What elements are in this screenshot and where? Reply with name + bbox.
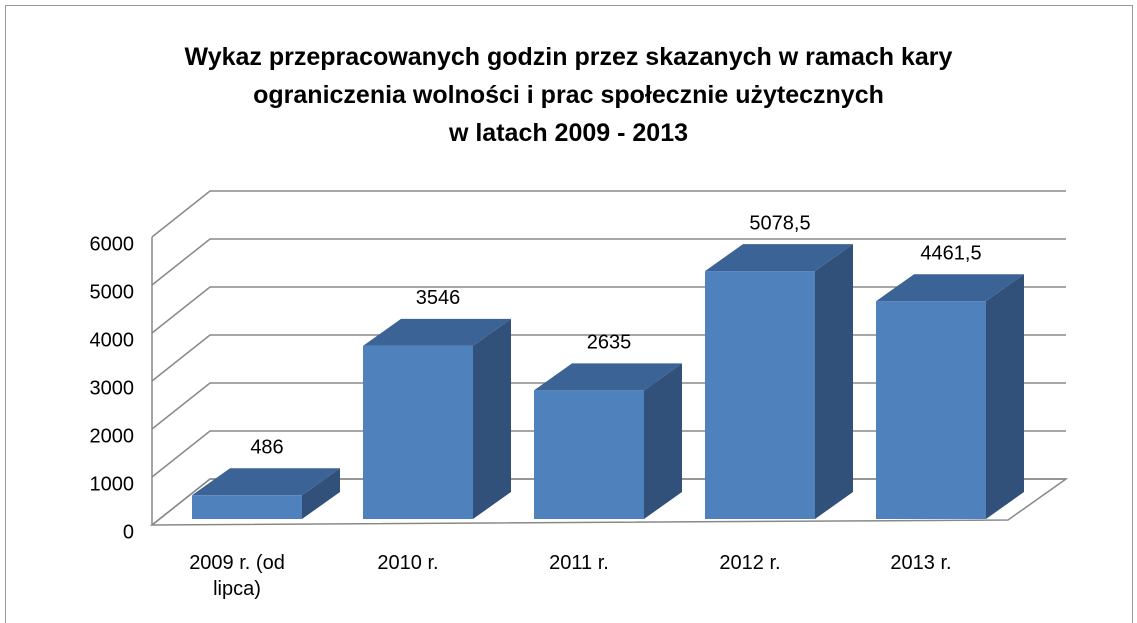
grid-line <box>151 190 1066 238</box>
bar-top <box>534 363 682 391</box>
bar-side <box>644 363 682 519</box>
bar <box>192 495 302 519</box>
grid-line <box>151 238 1066 286</box>
y-tick-label: 3000 <box>90 377 135 399</box>
bar-top <box>705 244 853 272</box>
x-tick-label: 2009 r. (od lipca) <box>189 552 285 600</box>
chart-border <box>5 5 1133 623</box>
value-label: 486 <box>250 437 283 459</box>
y-tick-label: 1000 <box>90 473 135 495</box>
x-tick-label: 2010 r. <box>377 552 439 574</box>
bar <box>876 301 986 519</box>
bar-side <box>302 468 340 519</box>
y-tick-label: 2000 <box>90 425 135 447</box>
y-tick-label: 6000 <box>90 233 135 255</box>
bar-side <box>473 318 511 519</box>
value-label: 4461,5 <box>920 242 981 264</box>
value-label: 5078,5 <box>749 212 810 234</box>
bar <box>363 345 473 519</box>
bar-top <box>192 468 340 496</box>
bar <box>705 271 815 519</box>
value-label: 2635 <box>587 332 632 354</box>
bar-top <box>363 318 511 346</box>
bar-top <box>876 274 1024 302</box>
x-tick-label: 2011 r. <box>549 552 609 574</box>
value-label: 3546 <box>416 287 461 309</box>
x-tick-label: 2012 r. <box>719 552 781 574</box>
y-tick-label: 4000 <box>90 329 135 351</box>
bar-side <box>986 274 1024 519</box>
chart-title: Wykaz przepracowanych godzin przez skaza… <box>184 43 953 147</box>
bar-side <box>815 244 853 519</box>
bar <box>534 390 644 519</box>
y-tick-label: 5000 <box>90 281 135 303</box>
y-tick-label: 0 <box>123 521 134 543</box>
x-tick-label: 2013 r. <box>890 552 952 574</box>
